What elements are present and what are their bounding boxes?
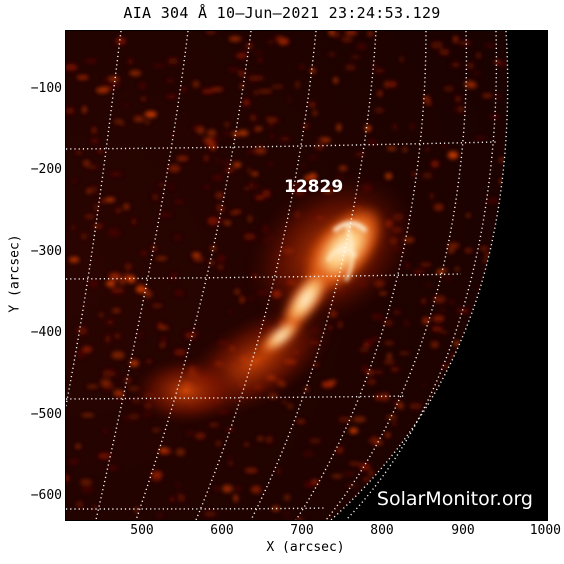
image-title: AIA 304 Å 10–Jun–2021 23:24:53.129 (123, 4, 441, 22)
x-tick-label: 500 (130, 523, 154, 538)
active-region-label: 12829 (284, 177, 344, 197)
y-tick-label: −300 (30, 244, 62, 259)
x-axis-label: X (arcsec) (266, 540, 345, 555)
x-tick-label: 900 (451, 523, 475, 538)
y-tick-label: −500 (30, 407, 62, 422)
y-tick-label: −400 (30, 325, 62, 340)
solar-emission-image (66, 31, 509, 520)
watermark-logo: SolarMonitor.org (376, 488, 533, 510)
y-tick-label: −600 (30, 488, 62, 503)
y-tick-label: −100 (30, 81, 62, 96)
heliographic-grid (66, 31, 509, 520)
y-tick-label: −200 (30, 162, 62, 177)
x-tick-label: 1000 (529, 523, 561, 538)
x-tick-label: 600 (210, 523, 234, 538)
x-tick-label: 800 (370, 523, 394, 538)
solar-image-panel: 12829 SolarMonitor.org (65, 30, 548, 521)
y-axis-label: Y (arcsec) (7, 234, 23, 313)
x-tick-label: 700 (290, 523, 314, 538)
